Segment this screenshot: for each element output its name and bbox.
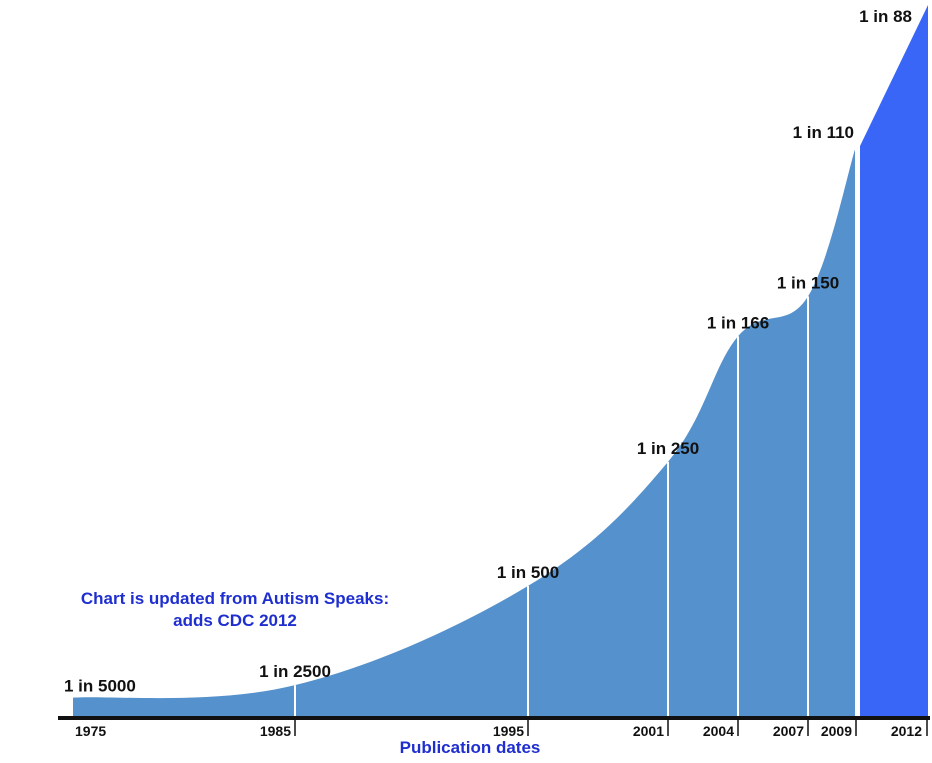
tick-label-2009: 2009 bbox=[821, 723, 852, 739]
prevalence-area bbox=[73, 146, 856, 718]
prevalence-labels: 1 in 5000 1 in 2500 1 in 500 1 in 250 1 in 1… bbox=[64, 7, 912, 696]
tick-label-2007: 2007 bbox=[773, 723, 804, 739]
prevalence-label-1975: 1 in 5000 bbox=[64, 677, 136, 696]
prevalence-label-1985: 1 in 2500 bbox=[259, 662, 331, 681]
prevalence-label-2004: 1 in 166 bbox=[707, 313, 769, 332]
prevalence-label-2007: 1 in 150 bbox=[777, 273, 839, 292]
tick-label-1975: 1975 bbox=[75, 723, 106, 739]
tick-label-2001: 2001 bbox=[633, 723, 664, 739]
year-dividers bbox=[294, 146, 857, 718]
tick-label-2004: 2004 bbox=[703, 723, 734, 739]
prevalence-label-2009: 1 in 110 bbox=[793, 123, 854, 142]
x-axis-ticks: 1975 1985 1995 2001 2004 2007 2009 2012 bbox=[75, 718, 928, 739]
chart-annotation: Chart is updated from Autism Speaks: add… bbox=[80, 589, 390, 630]
tick-label-2012: 2012 bbox=[891, 723, 922, 739]
x-axis-title: Publication dates bbox=[399, 738, 541, 757]
tick-label-1985: 1985 bbox=[260, 723, 291, 739]
prevalence-label-1995: 1 in 500 bbox=[497, 563, 559, 582]
prevalence-label-2001: 1 in 250 bbox=[637, 439, 699, 458]
tick-label-1995: 1995 bbox=[493, 723, 524, 739]
highlight-area-2009-2012 bbox=[860, 5, 928, 718]
prevalence-label-2012: 1 in 88 bbox=[859, 7, 912, 26]
